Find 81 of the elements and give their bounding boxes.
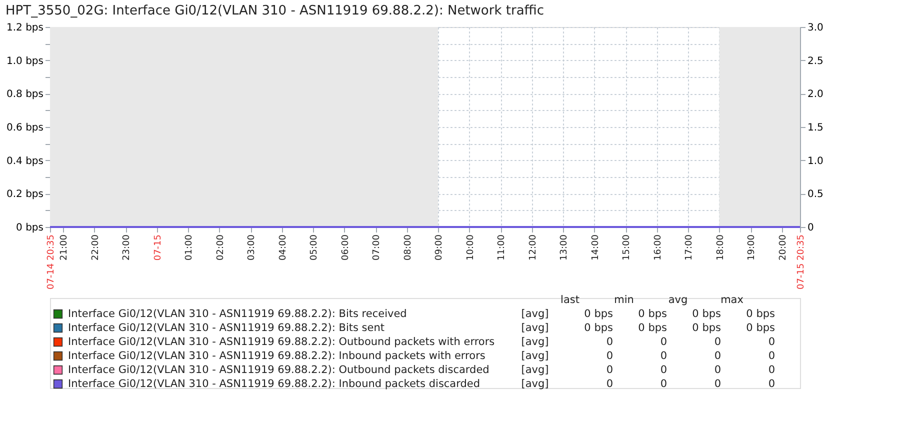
text: 0 bbox=[606, 350, 613, 362]
y2-tick-label: 3.0 bbox=[808, 22, 824, 34]
legend-label: Interface Gi0/12(VLAN 310 - ASN11919 69.88.2.2): Outbound packets with errors bbox=[68, 336, 495, 348]
y2-tick-label: 0 bbox=[808, 222, 814, 234]
text: 0 bps bbox=[638, 308, 667, 320]
x-tick-label: 09:00 bbox=[434, 234, 445, 260]
text: 0 bbox=[606, 378, 613, 390]
text: 0 bbox=[714, 364, 721, 376]
text: [avg] bbox=[521, 378, 549, 390]
x-tick-label: 14:00 bbox=[590, 234, 601, 260]
legend-label: Interface Gi0/12(VLAN 310 - ASN11919 69.88.2.2): Bits received bbox=[68, 308, 407, 320]
text: 0 bbox=[714, 336, 721, 348]
y-tick-label: 0.6 bps bbox=[6, 122, 44, 134]
text: 0 bps bbox=[584, 308, 613, 320]
text: 0 bbox=[660, 378, 667, 390]
x-tick-label: 20:00 bbox=[778, 234, 788, 260]
text: 0 bps bbox=[692, 308, 721, 320]
legend-label: Interface Gi0/12(VLAN 310 - ASN11919 69.88.2.2): Inbound packets discarded bbox=[68, 378, 480, 390]
x-tick-label: 21:00 bbox=[60, 234, 70, 260]
x-tick-label: 04:00 bbox=[278, 234, 288, 260]
x-tick-label: 05:00 bbox=[310, 234, 320, 260]
x-tick-label: 19:00 bbox=[747, 234, 758, 260]
x-tick-label: 15:00 bbox=[622, 234, 632, 260]
y-tick-label: 1.0 bps bbox=[6, 56, 44, 67]
text: 0 bbox=[660, 350, 667, 362]
y-tick-label: 0 bps bbox=[16, 222, 44, 234]
text: avg bbox=[668, 294, 688, 306]
y2-tick-label: 1.0 bbox=[808, 156, 824, 167]
x-tick-label: 07-15 bbox=[153, 234, 164, 261]
text: [avg] bbox=[521, 308, 549, 320]
text: last bbox=[560, 294, 580, 306]
text: [avg] bbox=[521, 364, 549, 376]
legend-label: Interface Gi0/12(VLAN 310 - ASN11919 69.88.2.2): Bits sent bbox=[68, 322, 384, 334]
text: 0 bps bbox=[746, 322, 775, 334]
y2-tick-label: 2.0 bbox=[808, 89, 824, 100]
legend-label: Interface Gi0/12(VLAN 310 - ASN11919 69.88.2.2): Outbound packets discarded bbox=[68, 364, 490, 376]
text: 0 bps bbox=[692, 322, 721, 334]
x-tick-label: 01:00 bbox=[184, 234, 195, 260]
x-tick-label: 03:00 bbox=[247, 234, 258, 260]
text: 0 bbox=[768, 378, 775, 390]
x-tick-label: 07-15 20:35 bbox=[796, 234, 806, 290]
text: 0 bbox=[714, 350, 721, 362]
x-tick-label: 10:00 bbox=[466, 234, 476, 260]
x-tick-label: 22:00 bbox=[90, 234, 101, 260]
text: 0 bbox=[768, 364, 775, 376]
x-tick-label: 07-14 20:35 bbox=[46, 234, 56, 290]
y-tick-label: 1.2 bps bbox=[6, 22, 44, 34]
text: 0 bps bbox=[638, 322, 667, 334]
y-tick-label: 0.2 bps bbox=[6, 189, 44, 200]
text: [avg] bbox=[521, 322, 549, 334]
x-tick-label: 23:00 bbox=[122, 234, 132, 260]
x-tick-label: 18:00 bbox=[716, 234, 726, 260]
text: 0 bbox=[660, 336, 667, 348]
chart-title: HPT_3550_02G: Interface Gi0/12(VLAN 310 - ASN11919 69.88.2.2): Network traffic bbox=[6, 4, 544, 18]
y2-tick-label: 2.5 bbox=[808, 56, 824, 67]
text: 0 bbox=[768, 350, 775, 362]
x-tick-label: 13:00 bbox=[560, 234, 570, 260]
y2-tick-label: 1.5 bbox=[808, 122, 824, 134]
x-tick-label: 06:00 bbox=[340, 234, 351, 260]
text: [avg] bbox=[521, 336, 549, 348]
text: [avg] bbox=[521, 350, 549, 362]
x-tick-label: 11:00 bbox=[497, 234, 508, 260]
x-tick-label: 12:00 bbox=[528, 234, 538, 260]
text: 0 bps bbox=[584, 322, 613, 334]
x-tick-label: 07:00 bbox=[372, 234, 382, 260]
x-tick-label: 08:00 bbox=[403, 234, 414, 260]
y-tick-label: 0.8 bps bbox=[6, 89, 44, 100]
text: 0 bbox=[714, 378, 721, 390]
text: 0 bbox=[768, 336, 775, 348]
text: min bbox=[614, 294, 634, 306]
text: 0 bps bbox=[746, 308, 775, 320]
y-tick-label: 0.4 bps bbox=[6, 156, 44, 167]
text: 0 bbox=[606, 364, 613, 376]
x-tick-label: 17:00 bbox=[684, 234, 695, 260]
text: max bbox=[720, 294, 744, 306]
x-tick-label: 02:00 bbox=[216, 234, 226, 260]
text: 0 bbox=[606, 336, 613, 348]
x-tick-label: 16:00 bbox=[653, 234, 664, 260]
text: 0 bbox=[660, 364, 667, 376]
y2-tick-label: 0.5 bbox=[808, 189, 824, 200]
legend-label: Interface Gi0/12(VLAN 310 - ASN11919 69.88.2.2): Inbound packets with errors bbox=[68, 350, 486, 362]
